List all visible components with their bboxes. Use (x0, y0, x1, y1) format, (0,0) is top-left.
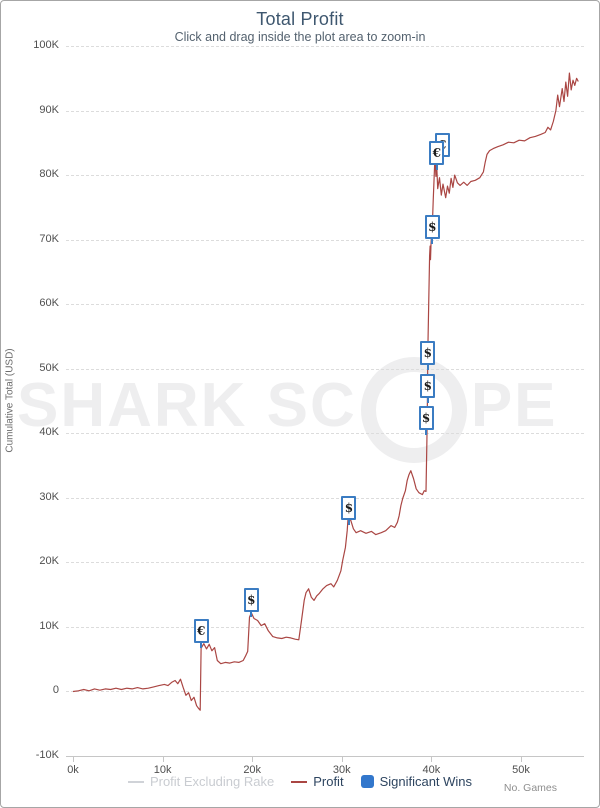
y-tick-label: 100K (33, 39, 59, 51)
significant-win-flag[interactable]: $ (418, 405, 434, 430)
significant-win-flag[interactable]: $ (243, 588, 259, 613)
x-tick-label: 30k (332, 764, 351, 776)
dollar-win-icon: $ (421, 410, 431, 425)
x-tick-label: 40k (422, 764, 441, 776)
x-tick-label: 50k (512, 764, 530, 776)
y-tick-label: 30K (39, 490, 59, 503)
legend-line-swatch-icon (127, 780, 144, 783)
x-tick-mark (162, 757, 164, 762)
dollar-win-icon: $ (247, 593, 256, 608)
y-gridline (66, 110, 584, 112)
y-tick-label: 60K (39, 297, 59, 310)
dollar-win-icon: $ (344, 500, 354, 515)
x-tick-mark (73, 757, 74, 762)
legend-item-label: Significant Wins (379, 774, 473, 789)
y-tick-label: 70K (39, 232, 59, 245)
y-tick-label: 20K (39, 555, 59, 568)
chart-subtitle: Click and drag inside the plot area to z… (174, 30, 426, 44)
legend: Profit Excluding Rake Profit Significant W… (1, 774, 599, 789)
y-gridline (66, 304, 584, 306)
x-axis-line (66, 756, 584, 757)
x-tick-mark (341, 757, 343, 762)
significant-win-flag[interactable]: $ (424, 214, 440, 239)
y-tick-label: 80K (39, 168, 59, 181)
y-gridline (66, 239, 584, 241)
watermark-text-right: PE (470, 370, 558, 440)
x-tick-label: 10k (153, 764, 172, 776)
watermark-text-left: SHARK SC (17, 370, 357, 440)
legend-item-significant-wins[interactable]: Significant Wins (360, 774, 473, 789)
dollar-win-icon: $ (423, 345, 432, 360)
y-tick-label: 50K (39, 361, 59, 374)
legend-line-swatch-icon (291, 780, 308, 783)
dollar-win-icon: $ (428, 219, 437, 234)
significant-win-flag[interactable]: € (429, 140, 445, 165)
profit-line (72, 72, 579, 711)
x-tick-label: 20k (243, 764, 262, 776)
euro-win-icon: € (196, 623, 206, 638)
x-tick-mark (431, 757, 433, 762)
y-gridline (66, 691, 584, 693)
y-gridline (66, 175, 584, 177)
x-tick-label: 0k (67, 764, 79, 776)
y-tick-label: 40K (39, 426, 59, 439)
profit-line-series (72, 72, 579, 711)
y-tick-label: 90K (39, 103, 59, 116)
y-axis-title: Cumulative Total (USD) (4, 348, 16, 453)
sharkscope-watermark: SHARK SC PE (17, 352, 558, 463)
legend-item-label: Profit Excluding Rake (149, 774, 275, 789)
significant-win-flag[interactable]: € (193, 618, 209, 643)
y-gridline (66, 46, 584, 47)
euro-win-icon: € (432, 145, 441, 160)
significant-win-flag[interactable]: $ (420, 373, 436, 398)
y-gridline (66, 368, 584, 370)
y-gridline (66, 626, 584, 628)
y-tick-label: -10K (35, 749, 59, 761)
y-gridline (66, 562, 584, 564)
legend-item-profit[interactable]: Profit (291, 774, 344, 789)
x-tick-mark (252, 757, 254, 762)
legend-item-profit-excluding-rake[interactable]: Profit Excluding Rake (127, 774, 275, 789)
y-tick-label: 0 (52, 684, 59, 697)
significant-win-flag[interactable]: $ (341, 495, 357, 520)
legend-item-label: Profit (313, 774, 344, 789)
plot-area[interactable]: €$$$$$$€€ (66, 46, 584, 757)
y-tick-label: 10K (39, 619, 59, 632)
y-gridline (66, 497, 584, 499)
x-axis-title: No. Games (503, 782, 557, 794)
x-tick-mark (521, 757, 522, 762)
y-gridline (66, 433, 584, 435)
significant-win-flag[interactable]: $ (420, 340, 436, 365)
dollar-win-icon: $ (423, 378, 432, 393)
chart-title: Total Profit (256, 9, 344, 29)
legend-square-swatch-icon (360, 775, 374, 788)
